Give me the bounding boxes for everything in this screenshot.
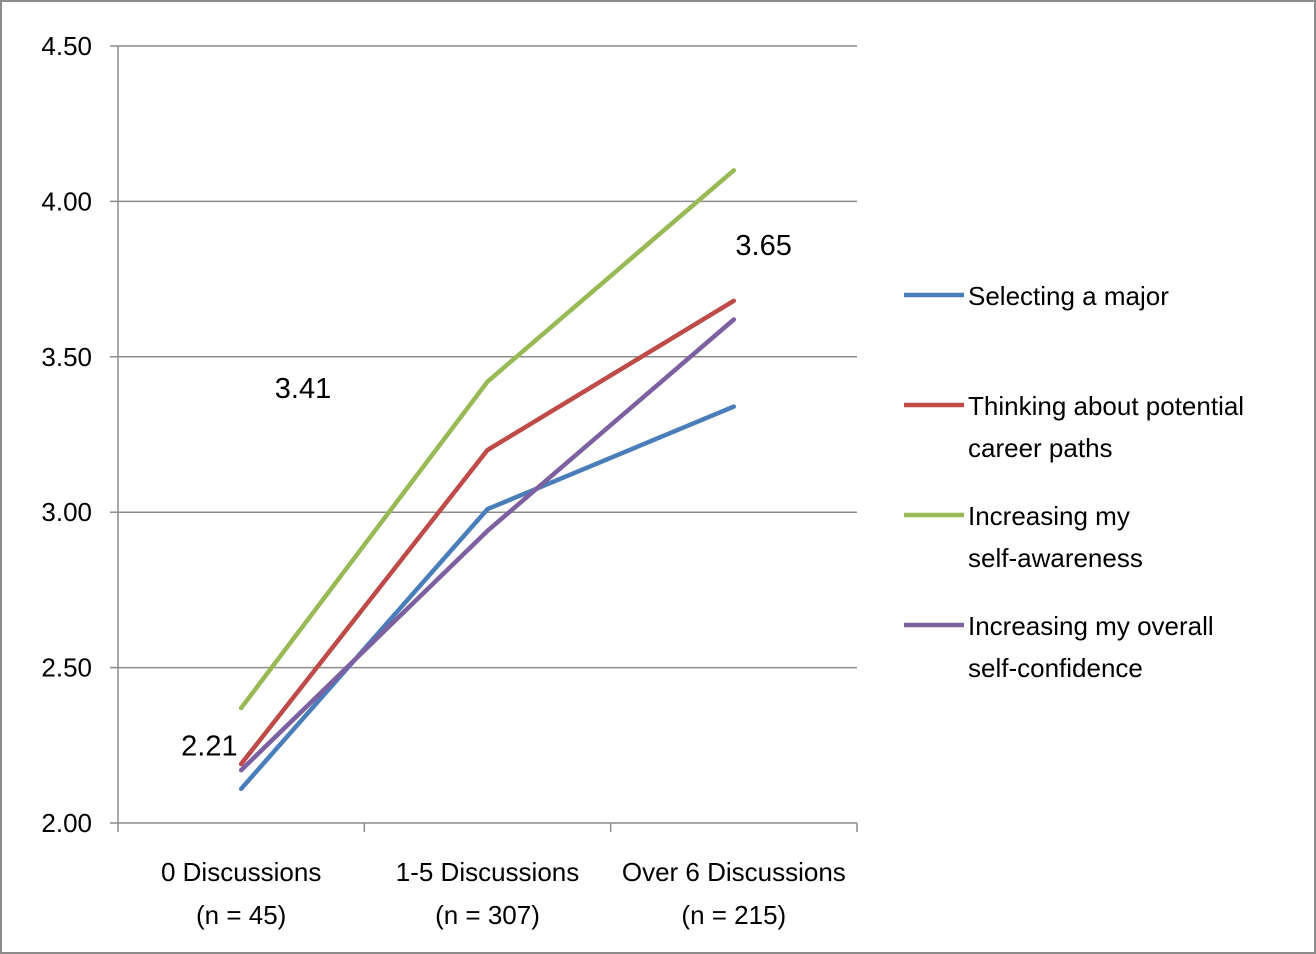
data-annotation: 2.21	[181, 730, 237, 762]
y-tick-label: 2.00	[41, 808, 92, 838]
y-tick-label: 3.50	[41, 342, 92, 372]
x-tick-label: Over 6 Discussions (n = 215)	[622, 857, 846, 930]
y-tick-label: 4.00	[41, 186, 92, 216]
y-tick-label: 2.50	[41, 653, 92, 683]
y-tick-label: 3.00	[41, 497, 92, 527]
data-annotation: 3.41	[275, 373, 331, 405]
series-line	[238, 298, 737, 767]
data-annotation: 3.65	[735, 230, 791, 262]
x-tick-label: 0 Discussions (n = 45)	[161, 857, 321, 930]
legend-label: Thinking about potential career paths	[968, 391, 1244, 463]
series-line	[238, 404, 737, 792]
x-tick-label: 1-5 Discussions (n = 307)	[396, 857, 580, 930]
y-tick-label: 4.50	[41, 31, 92, 61]
legend-label: Selecting a major	[968, 281, 1169, 311]
legend-label: Increasing my self-awareness	[968, 501, 1143, 573]
series-line	[238, 317, 737, 773]
series-line	[238, 168, 737, 711]
legend-label: Increasing my overall self-confidence	[968, 611, 1214, 683]
